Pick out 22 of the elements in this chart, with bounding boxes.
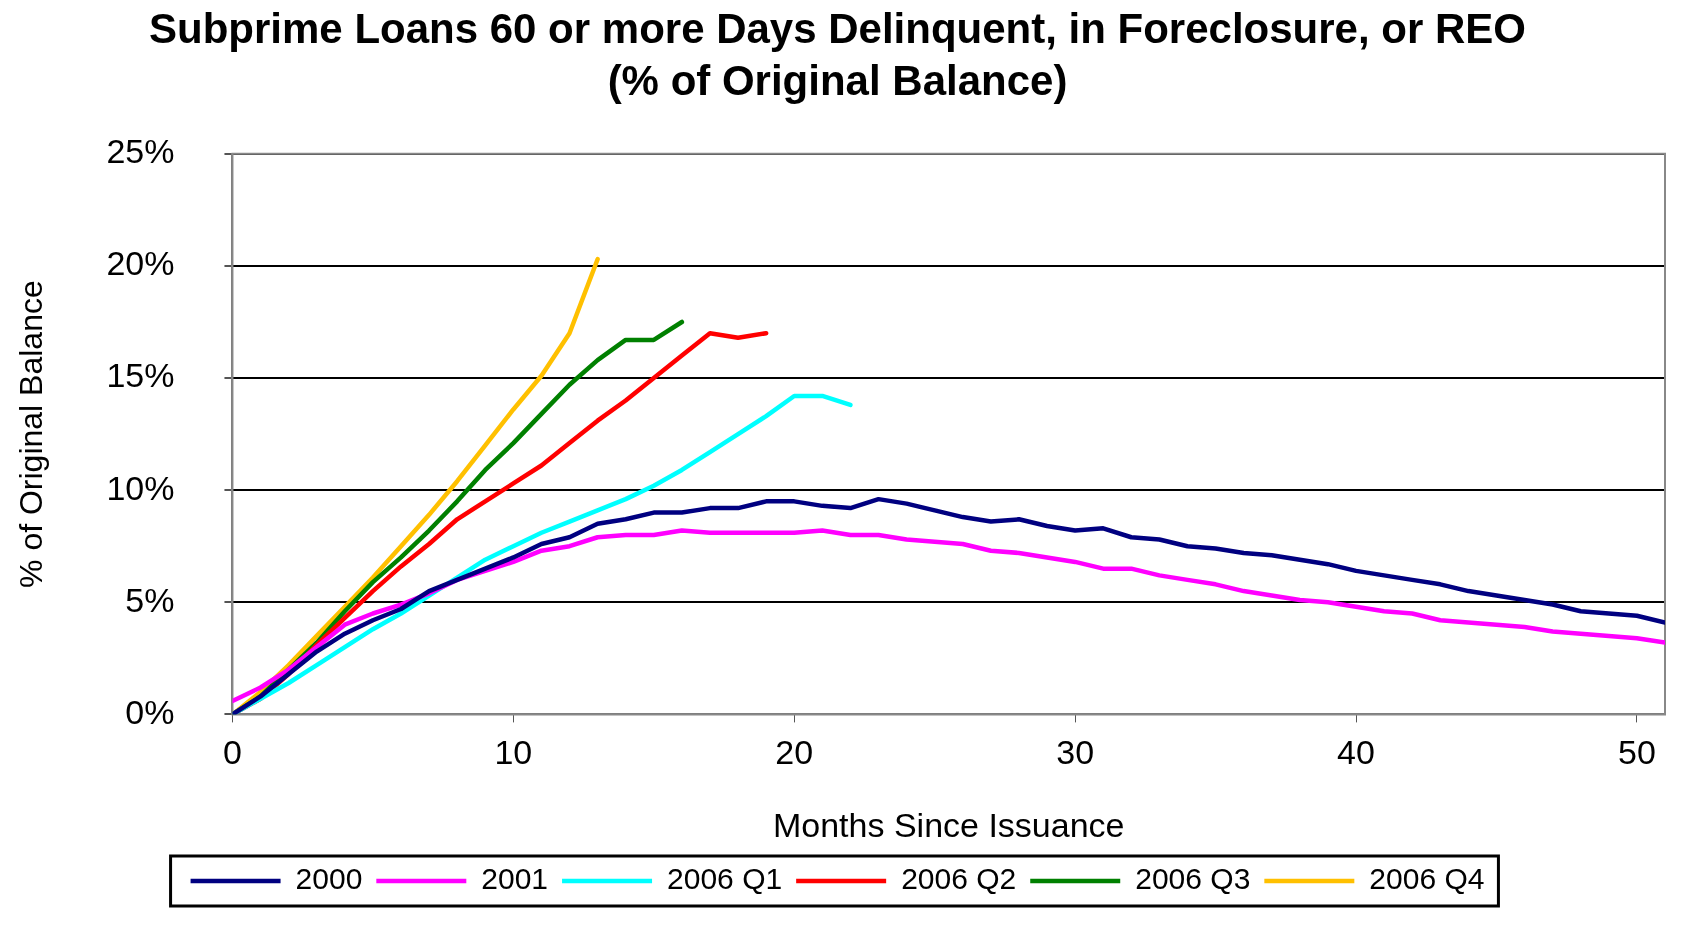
y-tick-label: 20% — [106, 244, 175, 283]
legend-label: 2006 Q3 — [1135, 862, 1251, 896]
x-tick-label: 40 — [1337, 733, 1375, 772]
legend-label: 2001 — [481, 862, 549, 896]
chart-subtitle: (% of Original Balance) — [607, 57, 1068, 105]
legend-label: 2006 Q1 — [667, 862, 783, 896]
x-axis-title: Months Since Issuance — [772, 805, 1125, 844]
y-tick-label: 0% — [125, 692, 175, 731]
y-tick-label: 25% — [106, 132, 175, 171]
x-tick-label: 10 — [494, 733, 533, 772]
legend-label: 2006 Q2 — [901, 862, 1017, 896]
y-tick-label: 15% — [106, 356, 175, 395]
x-tick-label: 20 — [775, 733, 814, 772]
legend-label: 2006 Q4 — [1369, 862, 1485, 896]
chart-title: Subprime Loans 60 or more Days Delinquent, in Foreclosure, or REO — [149, 4, 1526, 52]
y-tick-label: 10% — [106, 468, 175, 507]
y-tick-label: 5% — [125, 580, 175, 619]
y-axis-title: % of Original Balance — [13, 280, 50, 588]
x-tick-label: 50 — [1618, 733, 1656, 772]
x-tick-label: 30 — [1056, 733, 1095, 772]
x-tick-label: 0 — [222, 733, 242, 772]
legend-label: 2000 — [295, 862, 363, 896]
